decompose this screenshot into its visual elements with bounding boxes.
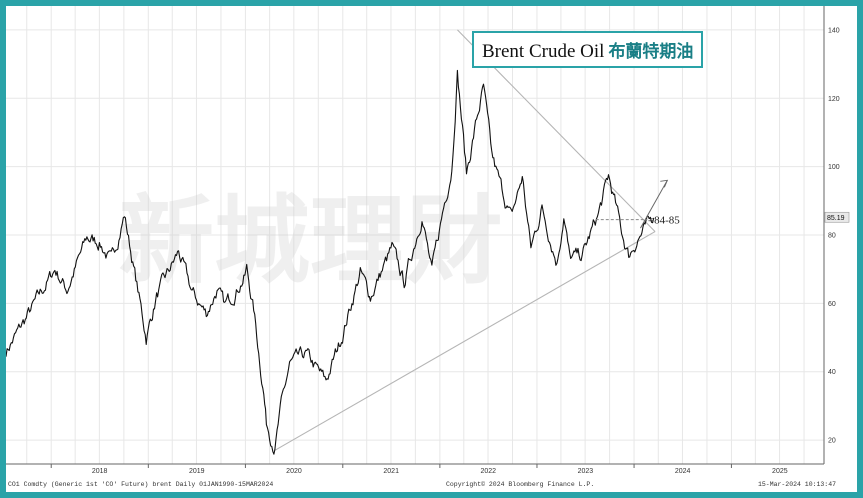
x-tick-label: 2019 (189, 468, 205, 475)
footer-copyright: Copyright© 2024 Bloomberg Finance L.P. (446, 480, 594, 488)
title-english: Brent Crude Oil (482, 41, 605, 62)
x-tick-label: 2024 (675, 468, 691, 475)
breakout-arrowhead (660, 179, 669, 188)
breakout-arrow-line (640, 180, 668, 229)
title-chinese: 布蘭特期油 (608, 42, 694, 62)
x-tick-label: 2023 (578, 468, 594, 475)
footer-timestamp: 15-Mar-2024 10:13:47 (758, 481, 836, 488)
y-tick-label: 100 (828, 164, 840, 171)
watermark-text: 新城理財 (118, 185, 502, 297)
x-tick-label: 2021 (383, 468, 399, 475)
footer-source: CO1 Comdty (Generic 1st 'CO' Future) bre… (8, 481, 273, 488)
axes: 20 40 60 80 100 120 140 2018 2019 2020 2021 2022 202… (6, 6, 850, 475)
x-tick-label: 2025 (772, 468, 788, 475)
grid-lines (6, 6, 824, 464)
resistance-label: =84-85 (648, 215, 680, 227)
price-chart: 新城理財 =84-85 20 40 60 80 100 120 140 2018 2019 202… (6, 6, 850, 488)
x-tick-label: 2020 (286, 468, 302, 475)
last-price-tag (824, 211, 850, 223)
price-series (6, 69, 655, 455)
chart-title: Brent Crude Oil 布蘭特期油 (472, 31, 704, 68)
triangle-lower-line (274, 231, 656, 451)
y-tick-label: 40 (828, 369, 836, 376)
y-tick-label: 20 (828, 438, 836, 445)
y-tick-label: 60 (828, 301, 836, 308)
chart-frame: 新城理財 =84-85 20 40 60 80 100 120 140 2018 2019 202… (6, 6, 857, 492)
price-line (6, 69, 655, 455)
y-tick-label: 140 (828, 27, 840, 34)
last-price-label: 85.19 (827, 215, 845, 222)
x-tick-label: 2018 (92, 468, 108, 475)
annotation-layer: =84-85 (595, 179, 680, 229)
x-tick-label: 2022 (480, 468, 496, 475)
y-tick-label: 120 (828, 96, 840, 103)
y-tick-label: 80 (828, 233, 836, 240)
